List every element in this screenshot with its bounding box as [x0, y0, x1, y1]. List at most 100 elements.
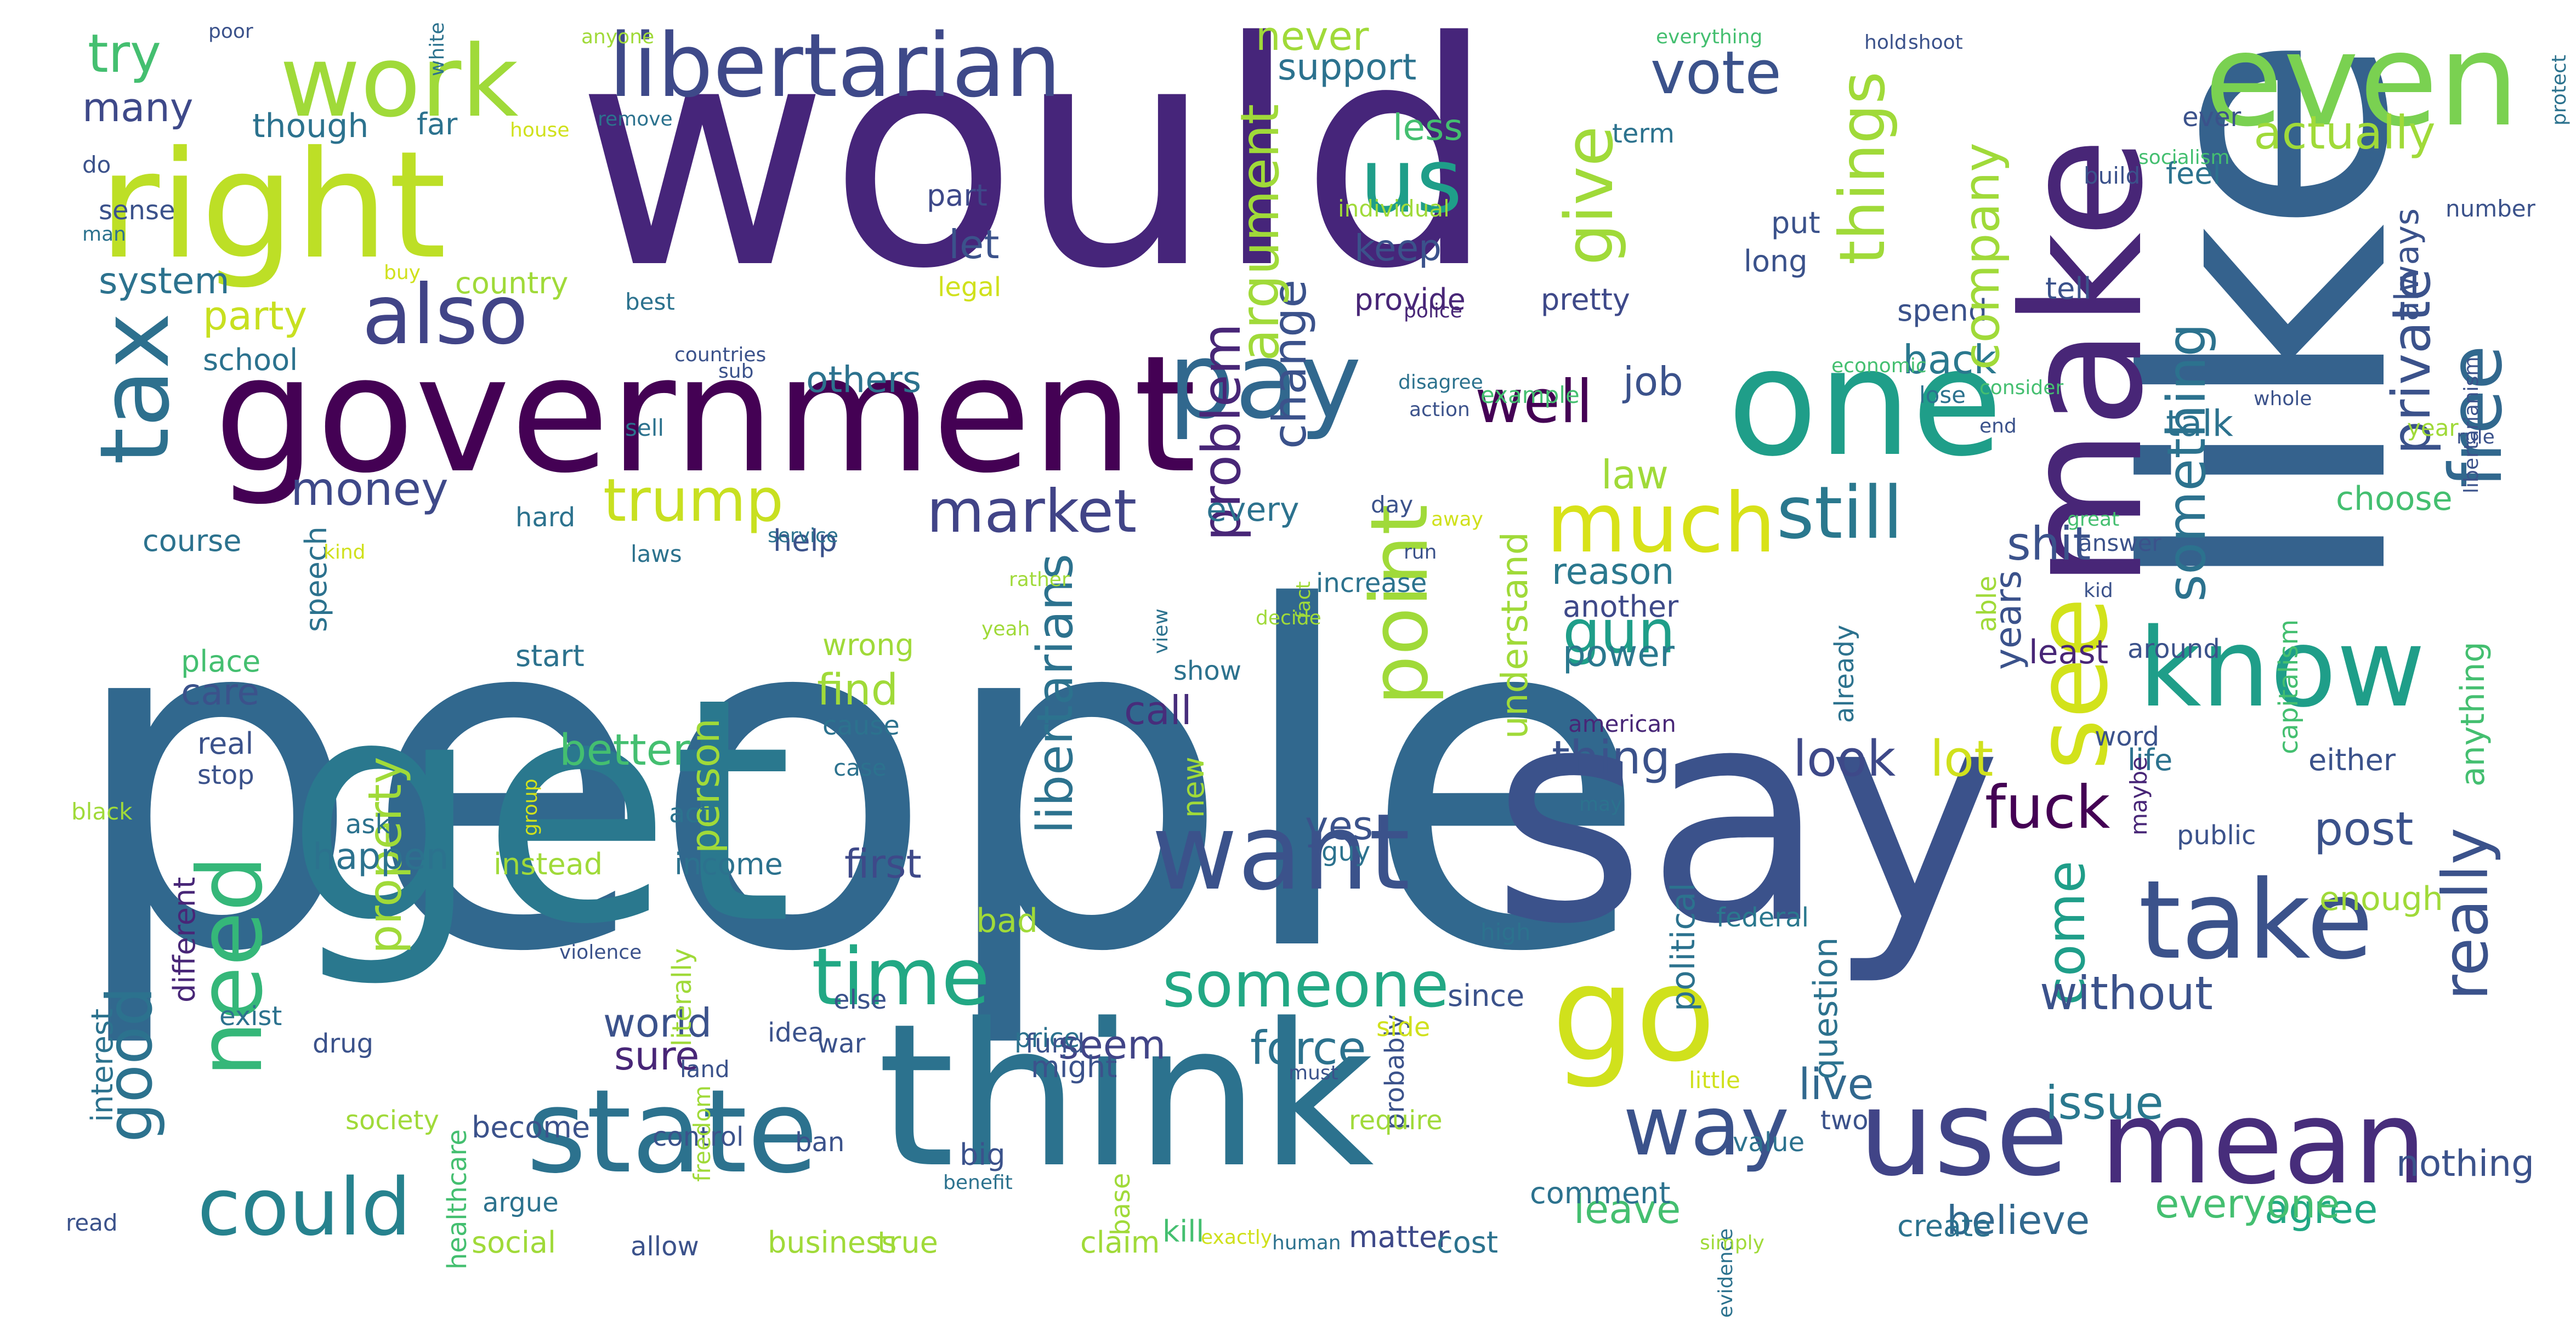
word-word: word — [2095, 721, 2159, 752]
word-buy: buy — [384, 261, 421, 284]
word-answer: answer — [2078, 530, 2161, 556]
word-could: could — [197, 1161, 411, 1253]
word-know: know — [2138, 605, 2426, 731]
word-police: police — [1404, 300, 1462, 322]
word-exist: exist — [219, 1001, 282, 1032]
word-take: take — [2138, 857, 2374, 983]
word-least: least — [2029, 633, 2109, 672]
word-fund: fund — [1025, 1028, 1085, 1059]
word-still: still — [1777, 471, 1903, 555]
word-without: without — [2040, 966, 2213, 1020]
word-leave: leave — [1574, 1186, 1681, 1232]
word-sure: sure — [614, 1033, 700, 1079]
word-find: find — [817, 665, 899, 715]
word-long: long — [1744, 244, 1808, 278]
word-service: service — [768, 525, 838, 547]
word-protect: protect — [2548, 54, 2571, 126]
word-law: law — [1601, 452, 1669, 498]
word-already: already — [1829, 624, 1860, 723]
word-income: income — [674, 847, 783, 881]
word-world: world — [603, 1000, 712, 1046]
word-true: true — [877, 1225, 938, 1260]
word-really: really — [2429, 827, 2502, 1000]
word-well: well — [1475, 368, 1593, 436]
word-literally: literally — [667, 948, 697, 1046]
word-believe: believe — [1947, 1197, 2090, 1243]
word-place: place — [181, 644, 261, 679]
word-war: war — [817, 1028, 866, 1059]
word-libertarian: libertarian — [609, 14, 1062, 117]
word-house: house — [510, 119, 570, 141]
word-issue: issue — [2045, 1076, 2164, 1130]
word-others: others — [806, 359, 922, 401]
word-action: action — [1409, 399, 1470, 421]
word-claim: claim — [1080, 1225, 1160, 1260]
word-libertarianism: libertarianism — [2460, 356, 2483, 494]
word-system: system — [99, 260, 230, 302]
word-ask: ask — [345, 809, 391, 840]
word-number: number — [2446, 195, 2535, 222]
word-live: live — [1798, 1060, 1874, 1110]
word-part: part — [927, 178, 988, 213]
word-able: able — [1972, 576, 2002, 632]
word-tax: tax — [80, 312, 191, 465]
word-public: public — [2177, 820, 2256, 851]
word-trump: trump — [603, 466, 784, 535]
word-kid: kid — [2084, 579, 2113, 602]
word-lot: lot — [1930, 730, 1994, 788]
word-want: want — [1151, 792, 1410, 914]
word-support: support — [1278, 46, 1417, 88]
word-sense: sense — [99, 195, 175, 226]
word-spend: spend — [1897, 293, 1988, 328]
word-gun: gun — [1563, 598, 1676, 667]
word-nothing: nothing — [2396, 1142, 2534, 1185]
word-require: require — [1349, 1105, 1443, 1136]
word-state: state — [526, 1065, 818, 1199]
word-say: say — [1491, 645, 2002, 989]
word-countries: countries — [674, 344, 767, 366]
word-anyone: anyone — [581, 26, 655, 48]
word-mean: mean — [2100, 1076, 2427, 1210]
word-argue: argue — [483, 1187, 559, 1218]
word-read: read — [66, 1209, 118, 1236]
word-value: value — [1733, 1127, 1805, 1158]
word-pay: pay — [1168, 320, 1362, 442]
word-start: start — [515, 639, 585, 673]
word-american: american — [1568, 710, 1676, 737]
word-must: must — [1289, 1062, 1338, 1084]
word-show: show — [1173, 656, 1242, 686]
word-may: may — [1579, 793, 1622, 816]
word-every: every — [1206, 491, 1300, 529]
word-pretty: pretty — [1541, 282, 1630, 317]
word-money: money — [291, 462, 449, 516]
word-would: would — [576, 0, 1496, 337]
word-reason: reason — [1552, 550, 1675, 593]
word-everyone: everyone — [2155, 1181, 2340, 1227]
word-allow: allow — [631, 1231, 699, 1262]
word-always: always — [2388, 208, 2426, 321]
word-post: post — [2314, 802, 2414, 856]
word-little: little — [1689, 1067, 1740, 1094]
word-argument: argument — [1229, 104, 1291, 361]
word-benefit: benefit — [943, 1171, 1013, 1194]
word-hard: hard — [515, 502, 576, 533]
word-many: many — [82, 84, 194, 130]
word-matter: matter — [1349, 1220, 1450, 1254]
word-go: go — [1552, 937, 1716, 1091]
word-another: another — [1563, 589, 1679, 624]
word-guy: guy — [1321, 837, 1371, 867]
word-black: black — [71, 798, 133, 825]
word-violence: violence — [559, 941, 642, 964]
word-price: price — [1014, 1023, 1080, 1054]
word-use: use — [1859, 1065, 2069, 1202]
word-kind: kind — [324, 541, 366, 564]
word-bad: bad — [976, 902, 1038, 940]
word-shit: shit — [2007, 517, 2091, 571]
word-fuck: fuck — [1985, 773, 2110, 842]
word-society: society — [345, 1105, 439, 1136]
word-ban: ban — [795, 1127, 845, 1158]
word-poor: poor — [208, 20, 253, 43]
word-might: might — [1031, 1050, 1117, 1084]
word-socialism: socialism — [2138, 146, 2230, 169]
word-do: do — [82, 151, 111, 178]
